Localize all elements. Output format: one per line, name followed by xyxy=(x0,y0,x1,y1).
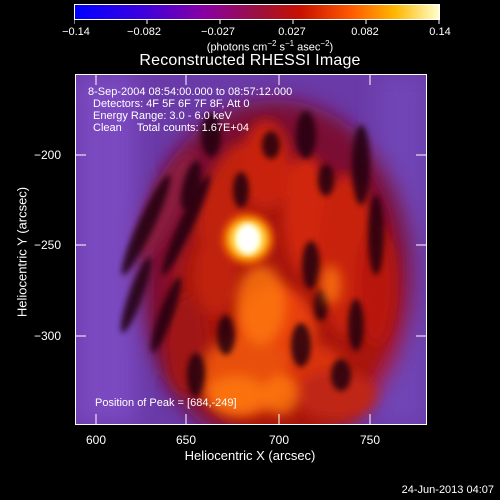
y-tick-label: −200 xyxy=(34,148,62,162)
x-tick-label: 600 xyxy=(85,433,107,447)
image-plot: 8-Sep-2004 08:54:00.000 to 08:57:12.000 … xyxy=(75,74,427,425)
colorbar-tick-label: 0.082 xyxy=(351,26,379,38)
y-tick-label: −300 xyxy=(34,329,62,343)
colorbar xyxy=(74,4,440,20)
colorbar-gradient xyxy=(75,5,439,19)
y-tick-label: −250 xyxy=(34,238,62,252)
clean-counts-text: Clean Total counts: 1.67E+04 xyxy=(93,122,250,134)
x-tick-label: 700 xyxy=(268,433,290,447)
rhessi-image xyxy=(76,75,426,424)
colorbar-ticks xyxy=(74,19,440,24)
x-axis-label: Heliocentric X (arcsec) xyxy=(184,448,316,463)
colorbar-tick-label: 0.027 xyxy=(278,26,306,38)
x-tick-label: 650 xyxy=(175,433,197,447)
peak-position-text: Position of Peak = [684,-249] xyxy=(95,397,237,409)
colorbar-unit-label: (photons cm−2 s−1 asec−2) xyxy=(206,39,334,54)
plot-title: Reconstructed RHESSI Image xyxy=(139,52,361,69)
y-axis-label: Heliocentric Y (arcsec) xyxy=(14,186,30,318)
colorbar-tick-label: −0.027 xyxy=(201,26,235,38)
energy-range-text: Energy Range: 3.0 - 6.0 keV xyxy=(93,110,232,122)
colorbar-tick-label: −0.14 xyxy=(62,26,90,38)
detectors-text: Detectors: 4F 5F 6F 7F 8F, Att 0 xyxy=(93,98,250,110)
colorbar-tick-label: 0.14 xyxy=(429,26,451,38)
colorbar-tick-label: −0.082 xyxy=(127,26,161,38)
x-tick-label: 750 xyxy=(359,433,381,447)
timestamp: 24-Jun-2013 04:07 xyxy=(401,484,494,496)
time-range-text: 8-Sep-2004 08:54:00.000 to 08:57:12.000 xyxy=(88,86,293,98)
